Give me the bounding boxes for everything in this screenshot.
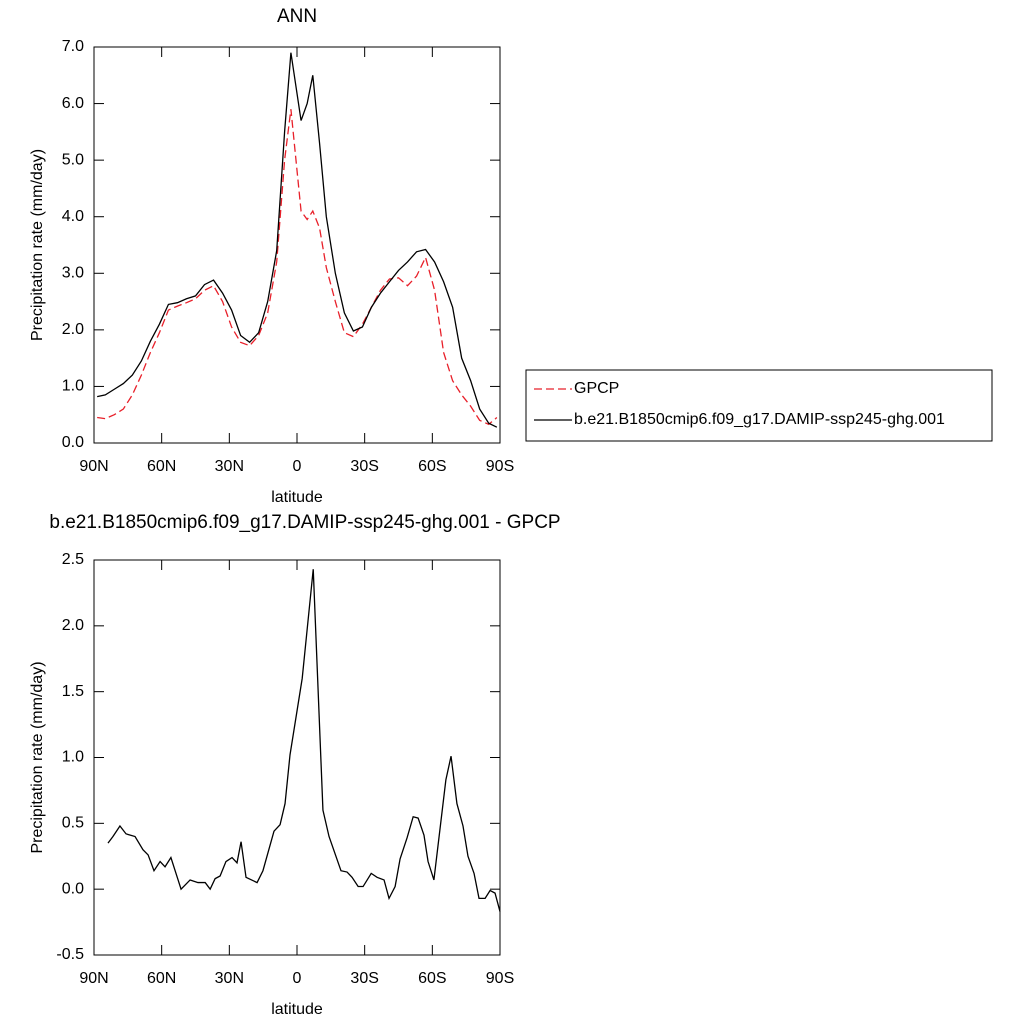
legend-label: GPCP [574, 380, 619, 397]
x-tick-label: 30S [350, 458, 378, 475]
x-tick-label: 30N [215, 458, 244, 475]
x-axis-label: latitude [271, 1001, 323, 1018]
y-tick-label: 3.0 [62, 265, 84, 282]
x-tick-label: 90S [486, 970, 514, 987]
data-line [97, 109, 498, 426]
x-tick-label: 30S [350, 970, 378, 987]
y-axis-label: Precipitation rate (mm/day) [29, 661, 46, 853]
y-tick-label: 0.0 [62, 434, 84, 451]
y-tick-label: 5.0 [62, 151, 84, 168]
y-tick-label: 1.0 [62, 749, 84, 766]
x-tick-label: 90N [79, 458, 108, 475]
y-tick-label: 0.0 [62, 880, 84, 897]
plot-frame [93, 559, 501, 956]
x-tick-label: 0 [293, 458, 302, 475]
x-axis-label: latitude [271, 489, 323, 506]
legend-label: b.e21.B1850cmip6.f09_g17.DAMIP-ssp245-gh… [574, 411, 945, 428]
data-line [107, 569, 501, 912]
y-tick-label: 2.0 [62, 617, 84, 634]
legend: GPCP b.e21.B1850cmip6.f09_g17.DAMIP-ssp24… [525, 369, 993, 442]
plot-frame [93, 46, 501, 444]
x-tick-label: 30N [215, 970, 244, 987]
x-tick-label: 60S [418, 458, 446, 475]
y-tick-label: 4.0 [62, 208, 84, 225]
x-tick-label: 90N [79, 970, 108, 987]
y-tick-label: 0.5 [62, 815, 84, 832]
y-tick-label: 2.0 [62, 321, 84, 338]
y-tick-label: 2.5 [62, 551, 84, 568]
x-tick-label: 60N [147, 970, 176, 987]
chart-title: ANN [277, 6, 317, 27]
x-tick-label: 90S [486, 458, 514, 475]
y-tick-label: 1.0 [62, 378, 84, 395]
data-line [97, 52, 498, 428]
y-tick-label: -0.5 [56, 946, 84, 963]
chart-title: b.e21.B1850cmip6.f09_g17.DAMIP-ssp245-gh… [49, 512, 560, 533]
x-tick-label: 0 [293, 970, 302, 987]
y-tick-label: 6.0 [62, 95, 84, 112]
x-tick-label: 60S [418, 970, 446, 987]
y-tick-label: 7.0 [62, 38, 84, 55]
x-tick-label: 60N [147, 458, 176, 475]
y-axis-label: Precipitation rate (mm/day) [29, 149, 46, 341]
legend-frame [525, 369, 993, 442]
y-tick-label: 1.5 [62, 683, 84, 700]
